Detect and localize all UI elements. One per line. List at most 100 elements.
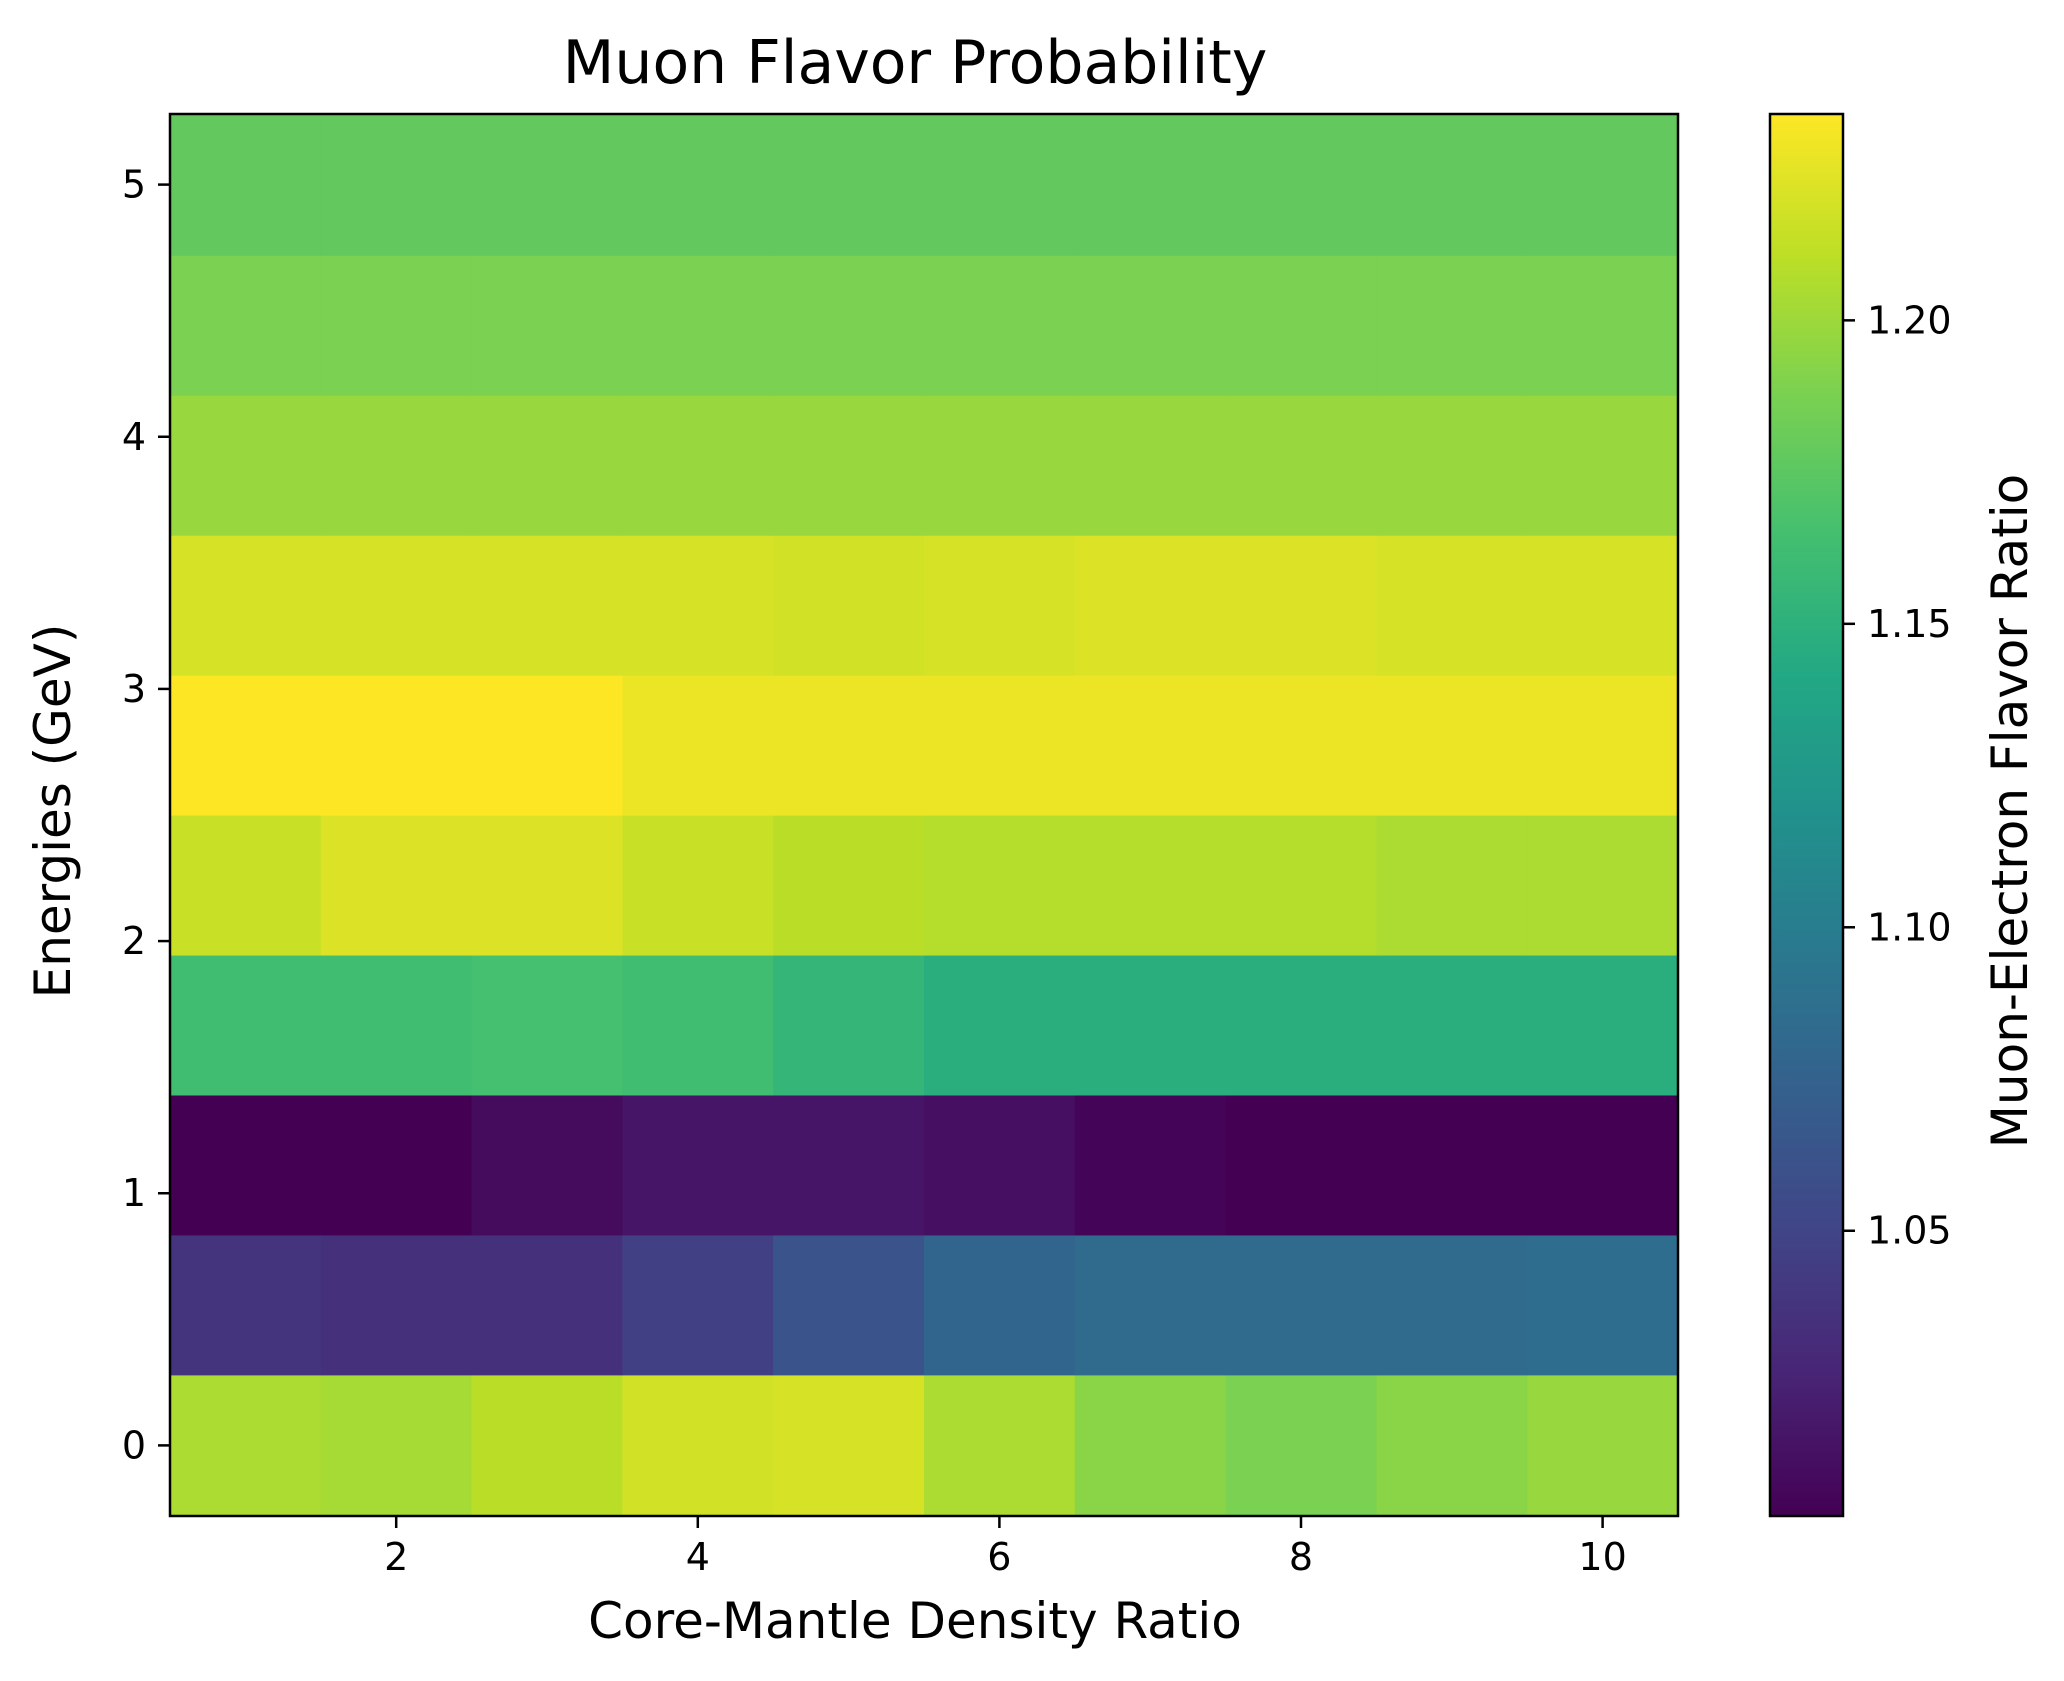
heatmap-cell <box>471 675 623 816</box>
heatmap-cell <box>924 114 1076 256</box>
heatmap-cell <box>1376 535 1528 676</box>
y-tick-label: 2 <box>122 919 146 963</box>
heatmap-cell <box>170 1374 322 1517</box>
y-tick-label: 0 <box>122 1423 146 1467</box>
heatmap-cell <box>320 114 473 256</box>
heatmap-cell <box>170 114 322 256</box>
heatmap-cell <box>471 114 623 256</box>
heatmap-cell <box>471 1374 623 1517</box>
heatmap-cell <box>1376 1234 1528 1376</box>
x-axis-ticks: 2 4 6 8 10 <box>384 1516 1627 1579</box>
heatmap-cell <box>1225 675 1377 816</box>
heatmap-cell <box>320 1234 473 1376</box>
heatmap-cell <box>1527 255 1679 396</box>
heatmap-cell <box>1376 675 1528 816</box>
heatmap-cell <box>1376 255 1528 396</box>
heatmap-cell <box>320 1094 473 1236</box>
heatmap-cell <box>1376 1094 1528 1236</box>
heatmap-cell <box>622 535 774 676</box>
heatmap-cell <box>170 1234 322 1376</box>
heatmap-cell <box>170 815 322 956</box>
chart-title: Muon Flavor Probability <box>563 28 1268 98</box>
heatmap-cell <box>1074 1234 1227 1376</box>
heatmap-cell <box>170 395 322 536</box>
y-tick-label: 3 <box>122 667 146 711</box>
heatmap-cell <box>170 255 322 396</box>
heatmap-cell <box>773 954 925 1096</box>
heatmap-cell <box>170 954 322 1096</box>
heatmap-cells <box>170 114 1679 1517</box>
heatmap-cell <box>1527 1374 1679 1517</box>
y-tick-label: 1 <box>122 1171 146 1215</box>
heatmap-cell <box>924 395 1076 536</box>
colorbar-label: Muon-Electron Flavor Ratio <box>1981 474 2039 1148</box>
heatmap-cell <box>622 675 774 816</box>
colorbar-frame <box>1768 112 1845 1518</box>
heatmap-cell <box>773 114 925 256</box>
heatmap-cell <box>773 255 925 396</box>
heatmap-cell <box>924 675 1076 816</box>
heatmap-cell <box>471 1234 623 1376</box>
heatmap-cell <box>320 255 473 396</box>
heatmap-cell <box>471 395 623 536</box>
x-tick-label: 2 <box>384 1535 408 1579</box>
heatmap-cell <box>622 1374 774 1517</box>
heatmap-cell <box>1225 954 1377 1096</box>
heatmap-cell <box>471 815 623 956</box>
heatmap-cell <box>320 954 473 1096</box>
y-tick-label: 4 <box>122 415 146 459</box>
x-tick-label: 10 <box>1578 1535 1626 1579</box>
heatmap-cell <box>1074 114 1227 256</box>
heatmap-cell <box>320 535 473 676</box>
heatmap-cell <box>320 815 473 956</box>
heatmap-cell <box>1074 535 1227 676</box>
heatmap-cell <box>773 815 925 956</box>
heatmap-cell <box>471 1094 623 1236</box>
heatmap-cell <box>1527 395 1679 536</box>
heatmap-cell <box>622 954 774 1096</box>
colorbar-ticks: 1.05 1.10 1.15 1.20 <box>1843 298 1952 1253</box>
heatmap-cell <box>773 395 925 536</box>
heatmap-cell <box>1527 954 1679 1096</box>
heatmap-cell <box>1527 114 1679 256</box>
heatmap-cell <box>1376 1374 1528 1517</box>
heatmap-cell <box>1074 395 1227 536</box>
heatmap-cell <box>924 255 1076 396</box>
heatmap-cell <box>622 1234 774 1376</box>
heatmap-cell <box>1527 535 1679 676</box>
heatmap-cell <box>773 675 925 816</box>
heatmap-cell <box>1527 815 1679 956</box>
heatmap-cell <box>924 815 1076 956</box>
heatmap-cell <box>1376 114 1528 256</box>
heatmap-cell <box>773 1094 925 1236</box>
heatmap-cell <box>320 395 473 536</box>
heatmap-cell <box>320 1374 473 1517</box>
heatmap-cell <box>773 535 925 676</box>
heatmap-cell <box>924 954 1076 1096</box>
heatmap-cell <box>924 1094 1076 1236</box>
colorbar-tick-label: 1.20 <box>1867 298 1952 342</box>
heatmap-cell <box>924 535 1076 676</box>
heatmap-cell <box>471 954 623 1096</box>
heatmap-cell <box>1225 815 1377 956</box>
heatmap-cell <box>1376 815 1528 956</box>
heatmap-cell <box>1074 1374 1227 1517</box>
heatmap-cell <box>1225 114 1377 256</box>
heatmap-cell <box>320 675 473 816</box>
heatmap-cell <box>170 535 322 676</box>
heatmap-cell <box>471 255 623 396</box>
colorbar-tick-label: 1.15 <box>1867 602 1952 646</box>
heatmap-cell <box>1225 1094 1377 1236</box>
heatmap-cell <box>773 1374 925 1517</box>
heatmap-cell <box>1074 255 1227 396</box>
x-tick-label: 4 <box>686 1535 710 1579</box>
x-tick-label: 6 <box>987 1535 1011 1579</box>
y-axis-label: Energies (GeV) <box>24 624 82 999</box>
heatmap-cell <box>1074 954 1227 1096</box>
heatmap-cell <box>170 675 322 816</box>
plot-frame <box>168 112 1680 1518</box>
heatmap-cell <box>622 114 774 256</box>
heatmap-cell <box>622 395 774 536</box>
heatmap-cell <box>924 1374 1076 1517</box>
